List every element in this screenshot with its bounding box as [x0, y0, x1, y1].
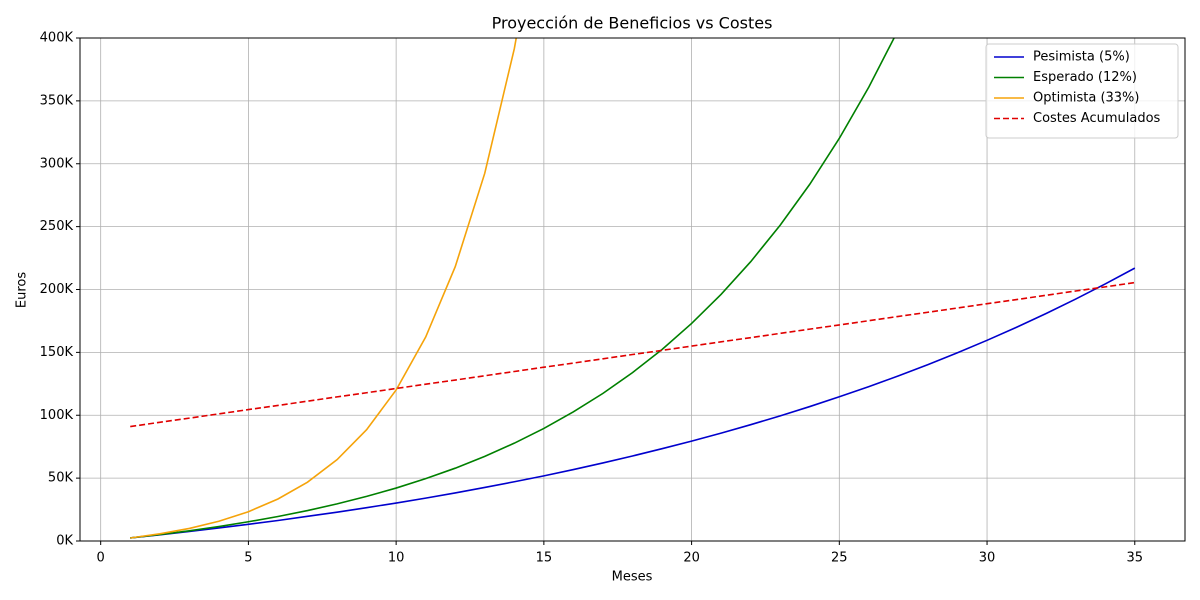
legend-label: Optimista (33%)	[1033, 91, 1139, 106]
chart-title: Proyección de Beneficios vs Costes	[492, 14, 773, 33]
y-tick-label: 400K	[40, 31, 74, 46]
x-tick-label: 35	[1126, 551, 1143, 566]
series-line	[130, 267, 1136, 539]
y-tick-label: 50K	[48, 471, 74, 486]
legend-label: Esperado (12%)	[1033, 70, 1137, 85]
plot-frame	[79, 37, 1186, 542]
series-line	[130, 38, 895, 539]
series-line	[130, 38, 518, 539]
y-tick-label: 150K	[40, 345, 74, 360]
series-line	[130, 281, 1135, 428]
y-tick-label: 350K	[40, 93, 74, 108]
legend-box	[985, 43, 1179, 139]
x-tick-label: 10	[388, 551, 405, 566]
legend: Pesimista (5%) Esperado (12%) Optimista (3…	[985, 43, 1179, 139]
legend-label: Pesimista (5%)	[1033, 50, 1130, 65]
y-tick-label: 200K	[40, 282, 74, 297]
legend-label: Costes Acumulados	[1033, 111, 1161, 126]
y-axis-label: Euros	[15, 272, 30, 308]
x-tick-label: 0	[97, 551, 105, 566]
y-tick-label: 0K	[56, 534, 73, 549]
y-tick-label: 250K	[40, 219, 74, 234]
x-axis-label: Meses	[612, 570, 653, 585]
y-tick-label: 300K	[40, 156, 74, 171]
y-tick-label: 100K	[40, 408, 74, 423]
x-tick-label: 15	[536, 551, 553, 566]
x-tick-label: 25	[831, 551, 848, 566]
x-tick-label: 20	[683, 551, 700, 566]
x-tick-label: 30	[979, 551, 996, 566]
x-tick-label: 5	[244, 551, 252, 566]
